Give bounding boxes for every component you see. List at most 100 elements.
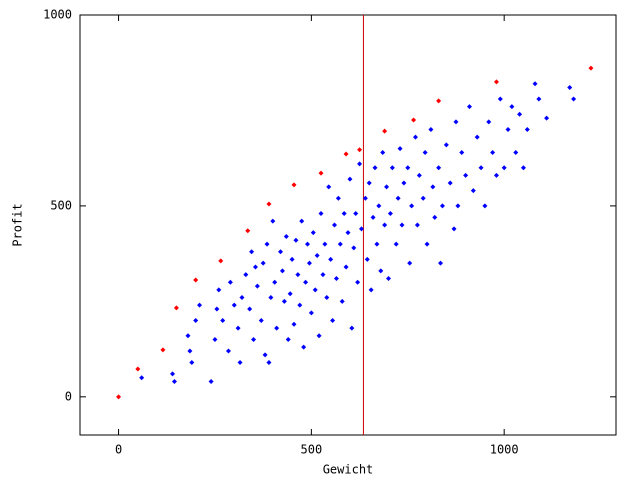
scatter-point: [343, 151, 349, 157]
scatter-point: [513, 149, 519, 155]
y-tick-label: 0: [65, 389, 72, 403]
scatter-point: [326, 184, 332, 190]
scatter-point: [252, 264, 258, 270]
scatter-point: [353, 211, 359, 217]
scatter-point: [328, 256, 334, 262]
scatter-point: [493, 172, 499, 178]
scatter-point: [160, 347, 166, 353]
scatter-point: [254, 283, 260, 289]
scatter-point: [439, 203, 445, 209]
scatter-point: [405, 165, 411, 171]
scatter-point: [486, 119, 492, 125]
y-axis-label: Profit: [11, 203, 25, 246]
scatter-point: [436, 98, 442, 104]
scatter-point: [306, 260, 312, 266]
scatter-point: [384, 184, 390, 190]
scatter-point: [297, 302, 303, 308]
scatter-point: [370, 214, 376, 220]
scatter-point: [116, 394, 122, 400]
scatter-point: [314, 253, 320, 259]
scatter-point: [208, 379, 214, 385]
scatter-point: [380, 149, 386, 155]
scatter-point: [447, 180, 453, 186]
scatter-point: [430, 184, 436, 190]
scatter-point: [270, 218, 276, 224]
scatter-point: [243, 272, 249, 278]
scatter-point: [339, 298, 345, 304]
scatter-point: [436, 165, 442, 171]
scatter-point: [424, 241, 430, 247]
scatter-point: [453, 119, 459, 125]
scatter-point: [343, 264, 349, 270]
scatter-point: [293, 237, 299, 243]
scatter-point: [364, 256, 370, 262]
scatter-point: [139, 375, 145, 381]
scatter-point: [345, 230, 351, 236]
x-axis-label: Gewicht: [323, 463, 374, 477]
scatter-point: [368, 287, 374, 293]
scatter-point: [355, 279, 361, 285]
scatter-point: [385, 275, 391, 281]
scatter-point: [358, 226, 364, 232]
scatter-point: [455, 203, 461, 209]
scatter-point: [524, 127, 530, 133]
scatter-point: [382, 128, 388, 134]
scatter-point: [341, 211, 347, 217]
scatter-point: [366, 180, 372, 186]
scatter-point: [411, 117, 417, 123]
scatter-point: [428, 127, 434, 133]
scatter-point: [220, 317, 226, 323]
scatter-point: [193, 317, 199, 323]
scatter-point: [272, 279, 278, 285]
scatter-point: [357, 161, 363, 167]
scatter-point: [268, 295, 274, 301]
scatter-point: [374, 241, 380, 247]
scatter-point: [332, 222, 338, 228]
scatter-point: [588, 65, 594, 71]
scatter-point: [308, 310, 314, 316]
scatter-point: [310, 230, 316, 236]
scatter-point: [235, 325, 241, 331]
scatter-point: [376, 203, 382, 209]
x-tick-label: 500: [301, 443, 323, 457]
scatter-point: [351, 245, 357, 251]
scatter-point: [173, 305, 179, 311]
scatter-point: [322, 241, 328, 247]
scatter-point: [299, 218, 305, 224]
scatter-point: [382, 222, 388, 228]
scatter-point: [517, 111, 523, 117]
scatter-point: [312, 287, 318, 293]
scatter-point: [289, 256, 295, 262]
scatter-point: [258, 317, 264, 323]
scatter-point: [490, 149, 496, 155]
scatter-point: [347, 176, 353, 182]
scatter-point: [320, 272, 326, 278]
scatter-point: [274, 325, 280, 331]
scatter-point: [409, 203, 415, 209]
scatter-point: [266, 359, 272, 365]
scatter-point: [291, 182, 297, 188]
scatter-point: [187, 348, 193, 354]
scatter-point: [171, 379, 177, 385]
scatter-point: [291, 321, 297, 327]
scatter-point: [532, 81, 538, 87]
x-tick-label: 1000: [490, 443, 519, 457]
scatter-point: [505, 127, 511, 133]
scatter-point: [324, 295, 330, 301]
scatter-point: [393, 241, 399, 247]
scatter-point: [262, 352, 268, 358]
scatter-point: [279, 268, 285, 274]
scatter-point: [278, 249, 284, 255]
scatter-point: [214, 306, 220, 312]
scatter-point: [544, 115, 550, 121]
scatter-point: [285, 337, 291, 343]
scatter-point: [567, 85, 573, 91]
scatter-point: [185, 333, 191, 339]
scatter-point: [509, 104, 515, 110]
scatter-point: [362, 195, 368, 201]
scatter-point: [225, 348, 231, 354]
scatter-point: [357, 147, 363, 153]
scatter-point: [401, 180, 407, 186]
scatter-point: [260, 260, 266, 266]
